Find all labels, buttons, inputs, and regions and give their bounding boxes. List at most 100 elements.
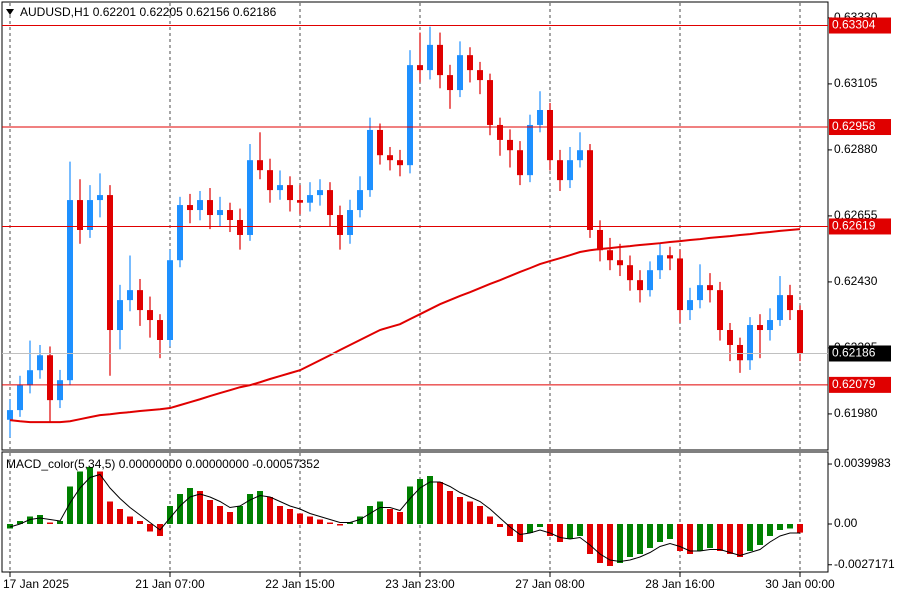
macd-bar <box>767 524 773 536</box>
candle-body <box>357 190 363 211</box>
macd-bar <box>347 522 353 524</box>
candle-body <box>617 260 623 266</box>
candle-body <box>57 380 63 401</box>
candle-body <box>577 150 583 161</box>
macd-bar <box>77 471 83 524</box>
candle-body <box>797 310 803 354</box>
macd-bar <box>167 506 173 524</box>
candle-body <box>467 55 473 71</box>
macd-bar <box>557 524 563 542</box>
macd-bar <box>787 524 793 529</box>
macd-bar <box>477 506 483 524</box>
macd-bar <box>67 486 73 524</box>
indicator-value: -0.00057352 <box>252 457 320 471</box>
macd-bar <box>297 513 303 524</box>
candle-body <box>387 155 393 161</box>
candle-body <box>417 65 423 71</box>
candle-body <box>637 280 643 291</box>
macd-bar <box>117 509 123 524</box>
candle-body <box>557 160 563 181</box>
indicator-value: 0.00000000 <box>119 457 183 471</box>
x-tick-label: 28 Jan 16:00 <box>645 577 715 591</box>
macd-bar <box>727 524 733 554</box>
candle-body <box>497 124 503 140</box>
candle-body <box>237 220 243 235</box>
macd-bar <box>317 519 323 524</box>
candle-body <box>207 200 213 216</box>
level-tag <box>829 119 891 136</box>
candle-body <box>267 170 273 191</box>
candle-body <box>317 190 323 196</box>
candle-body <box>27 370 33 386</box>
macd-bar <box>27 516 33 524</box>
candle-body <box>597 229 603 251</box>
candle-body <box>227 210 233 221</box>
candle-body <box>657 255 663 271</box>
macd-bar <box>657 524 663 542</box>
macd-bar <box>587 524 593 554</box>
candle-body <box>37 355 43 371</box>
macd-bar <box>667 524 673 539</box>
macd-bar <box>367 506 373 524</box>
candle-body <box>217 210 223 216</box>
candle-body <box>297 200 303 203</box>
macd-bar <box>177 494 183 524</box>
candle-body <box>667 255 673 259</box>
macd-bar <box>637 524 643 554</box>
macd-bar <box>757 524 763 545</box>
y-tick-label: 0.62430 <box>834 274 878 288</box>
macd-bar <box>87 467 93 524</box>
x-tick-label: 22 Jan 15:00 <box>265 577 335 591</box>
candle-body <box>567 160 573 181</box>
candle-body <box>17 385 23 411</box>
candle-body <box>127 290 133 301</box>
candle-body <box>717 290 723 331</box>
candle-body <box>257 160 263 171</box>
candle-body <box>397 160 403 166</box>
macd-bar <box>97 471 103 524</box>
y-tick-label: 0.61980 <box>834 406 878 420</box>
candle-body <box>7 410 13 420</box>
macd-bar <box>357 516 363 524</box>
macd-bar <box>287 509 293 524</box>
candle-body <box>157 320 163 340</box>
macd-bar <box>57 521 63 524</box>
candle-body <box>627 265 633 281</box>
macd-bar <box>497 524 503 527</box>
level-label: 0.62619 <box>832 219 876 233</box>
macd-bar <box>747 524 753 551</box>
candle-body <box>517 150 523 176</box>
candle-body <box>437 44 443 76</box>
candle-body <box>47 355 53 401</box>
macd-bar <box>427 476 433 524</box>
macd-bar <box>567 524 573 539</box>
x-tick-label: 27 Jan 08:00 <box>515 577 585 591</box>
candle-body <box>407 65 413 166</box>
candle-body <box>137 290 143 311</box>
macd-bar <box>377 501 383 524</box>
candle-body <box>307 195 313 203</box>
macd-bar <box>247 494 253 524</box>
macd-bar <box>737 524 743 557</box>
macd-bar <box>237 506 243 524</box>
macd-bar <box>457 497 463 524</box>
candle-body <box>527 124 533 176</box>
quote-high: 0.62205 <box>139 5 183 19</box>
level-label: 0.62079 <box>832 377 876 391</box>
macd-bar <box>147 524 153 532</box>
macd-bar <box>577 524 583 536</box>
candle-body <box>537 110 543 125</box>
macd-bar <box>7 524 13 529</box>
candle-body <box>107 195 113 331</box>
macd-bar <box>307 516 313 524</box>
candle-body <box>697 285 703 301</box>
candle-body <box>167 260 173 340</box>
macd-bar <box>537 524 543 527</box>
x-tick-label: 21 Jan 07:00 <box>135 577 205 591</box>
candle-body <box>67 200 73 381</box>
candle-body <box>287 185 293 201</box>
quote-low: 0.62156 <box>186 5 230 19</box>
macd-bar <box>797 524 803 533</box>
candle-body <box>197 200 203 211</box>
macd-bar <box>207 500 213 524</box>
